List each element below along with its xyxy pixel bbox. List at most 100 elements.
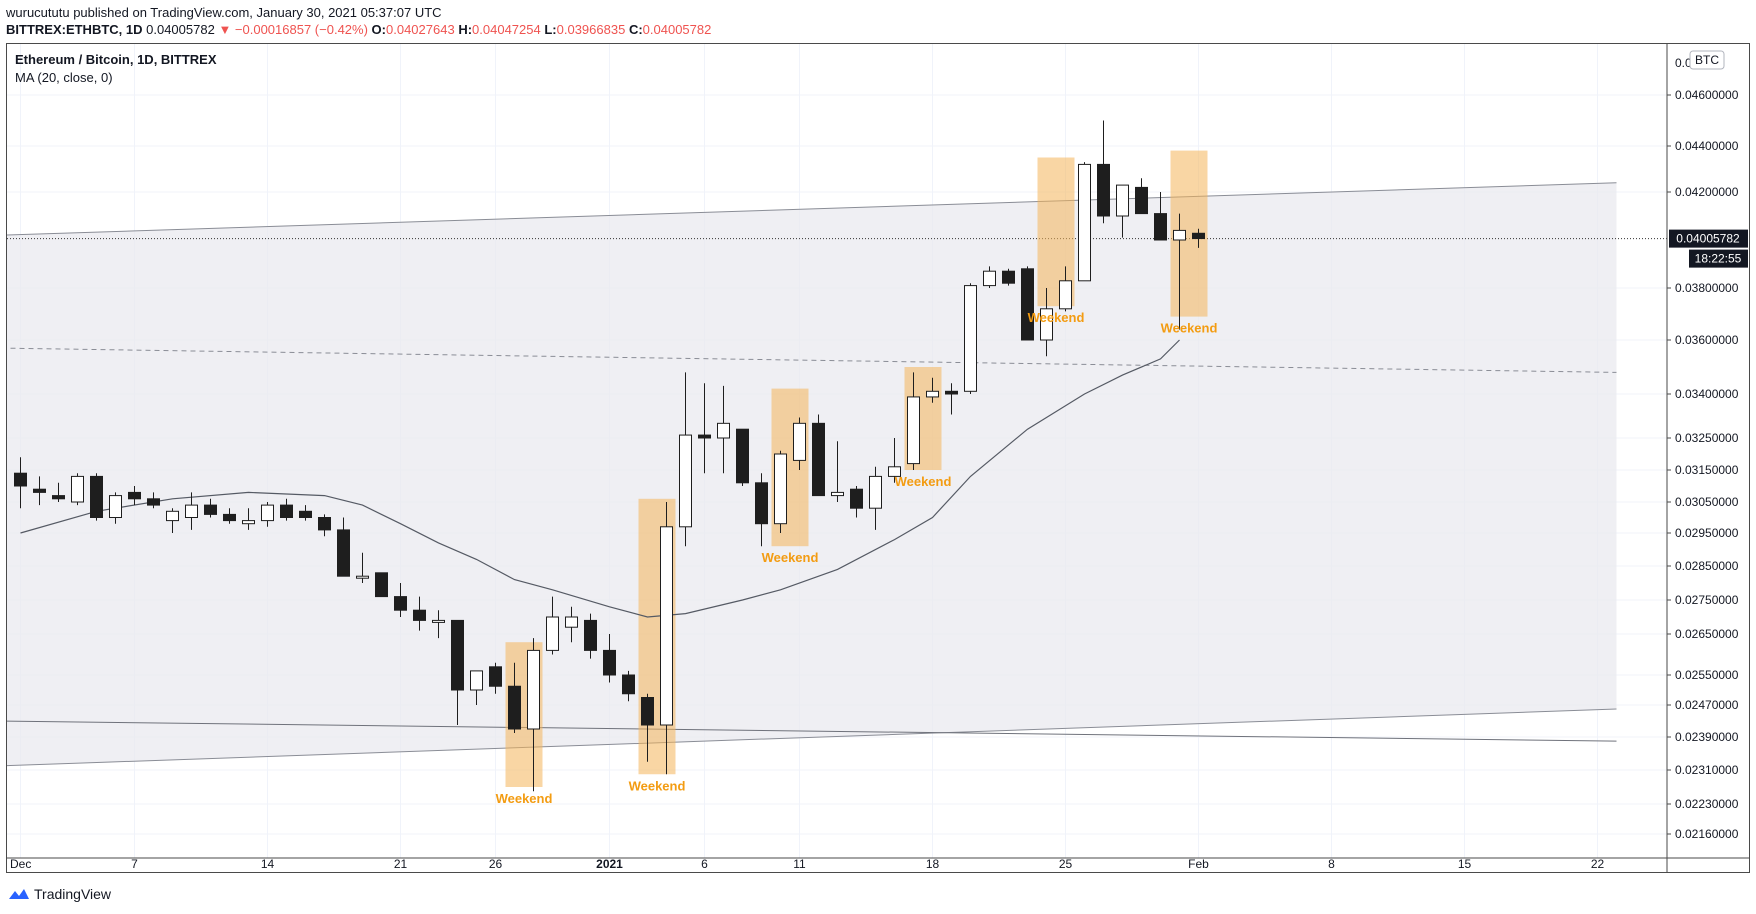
y-tick-label: 0.02470000 [1675, 698, 1739, 712]
x-tick-label: 15 [1458, 857, 1472, 871]
price-change: ▼ −0.00016857 (−0.42%) [218, 22, 368, 37]
candle-body [337, 529, 350, 577]
candle-body [774, 453, 787, 525]
candle-body [945, 390, 958, 395]
candle-body [964, 285, 977, 392]
candle-body [565, 616, 578, 628]
legend-indicator: MA (20, close, 0) [15, 70, 113, 85]
candle-body [869, 475, 882, 509]
x-tick-label: 7 [131, 857, 138, 871]
y-tick-label: 0.02850000 [1675, 559, 1739, 573]
channel-midline [7, 347, 1617, 373]
candle [1192, 228, 1205, 248]
weekend-label: Weekend [762, 550, 819, 565]
candle [280, 498, 293, 521]
x-tick-label: 8 [1328, 857, 1335, 871]
candle-body [71, 475, 84, 503]
candle-body [546, 616, 559, 651]
candle [1173, 213, 1186, 330]
candle-body [432, 619, 445, 623]
high-label: H: [458, 22, 473, 37]
channel-lower-line [7, 708, 1617, 767]
candle-body [1059, 280, 1072, 310]
candle [1116, 184, 1129, 238]
channel-fill [7, 182, 1617, 766]
candle-body [394, 596, 407, 611]
chart-frame[interactable] [6, 43, 1750, 873]
candle [1021, 266, 1034, 341]
countdown-label: 18:22:55 [1695, 252, 1742, 266]
candle-body [318, 517, 331, 531]
candle-body [698, 434, 711, 439]
candle [489, 662, 502, 694]
candle-body [1173, 229, 1186, 241]
open-label: O: [371, 22, 386, 37]
weekend-label: Weekend [496, 791, 553, 806]
candle-body [641, 697, 654, 726]
candle [603, 634, 616, 683]
candle [261, 502, 274, 527]
y-tick-label: 0.03150000 [1675, 463, 1739, 477]
candle-body [527, 649, 540, 730]
candle-body [584, 619, 597, 651]
candle [641, 693, 654, 762]
candle [831, 441, 844, 502]
candle-body [736, 428, 749, 484]
last-price: 0.04005782 [146, 22, 215, 37]
y-tick-label: 0.03050000 [1675, 495, 1739, 509]
candle [204, 498, 217, 518]
candle [717, 385, 730, 474]
footer-brand: TradingView [34, 886, 112, 902]
candle-body [660, 526, 673, 726]
x-tick-label: 26 [489, 857, 503, 871]
candle [470, 670, 483, 705]
candle [584, 613, 597, 659]
ohlc-line: BITTREX:ETHBTC, 1D 0.04005782 ▼ −0.00016… [6, 22, 711, 37]
candle [508, 662, 521, 733]
candle [850, 486, 863, 518]
candle [755, 473, 768, 547]
candle-body [413, 609, 426, 621]
candle-body [52, 495, 65, 500]
last-price-tag [1669, 229, 1748, 248]
candle [964, 283, 977, 394]
y-tick-label: 0.02550000 [1675, 668, 1739, 682]
weekend-label: Weekend [629, 778, 686, 793]
close-value: 0.04005782 [642, 22, 712, 37]
candle [356, 552, 369, 583]
y-tick-label: 0.02390000 [1675, 730, 1739, 744]
candle-body [812, 422, 825, 497]
candle-body [717, 422, 730, 439]
candle-body [603, 649, 616, 676]
candle-body [1192, 232, 1205, 240]
legend-title: Ethereum / Bitcoin, 1D, BITTREX [15, 52, 217, 67]
high-value: 0.04047254 [472, 22, 541, 37]
candle [1040, 288, 1053, 357]
candle-body [470, 670, 483, 691]
candle-body [356, 575, 369, 579]
candle [166, 508, 179, 533]
candle-body [831, 491, 844, 497]
candle [1002, 268, 1015, 286]
candle [318, 514, 331, 537]
footer[interactable]: TradingView [8, 886, 111, 902]
support-line [7, 720, 1617, 742]
candle-body [907, 396, 920, 465]
candle-body [1135, 186, 1148, 215]
y-tick-label: 0.02160000 [1675, 827, 1739, 841]
candle [869, 466, 882, 530]
candle [413, 596, 426, 631]
candle-body [888, 466, 901, 477]
candle [337, 517, 350, 577]
candle [71, 473, 84, 506]
candle [1154, 192, 1167, 241]
candle-body [1097, 163, 1110, 217]
y-tick-label: 0.04400000 [1675, 139, 1739, 153]
candle [793, 417, 806, 470]
candle [1097, 120, 1110, 224]
y-tick-label: 0.02750000 [1675, 593, 1739, 607]
candle [546, 596, 559, 655]
weekend-label: Weekend [895, 474, 952, 489]
candle [223, 508, 236, 524]
